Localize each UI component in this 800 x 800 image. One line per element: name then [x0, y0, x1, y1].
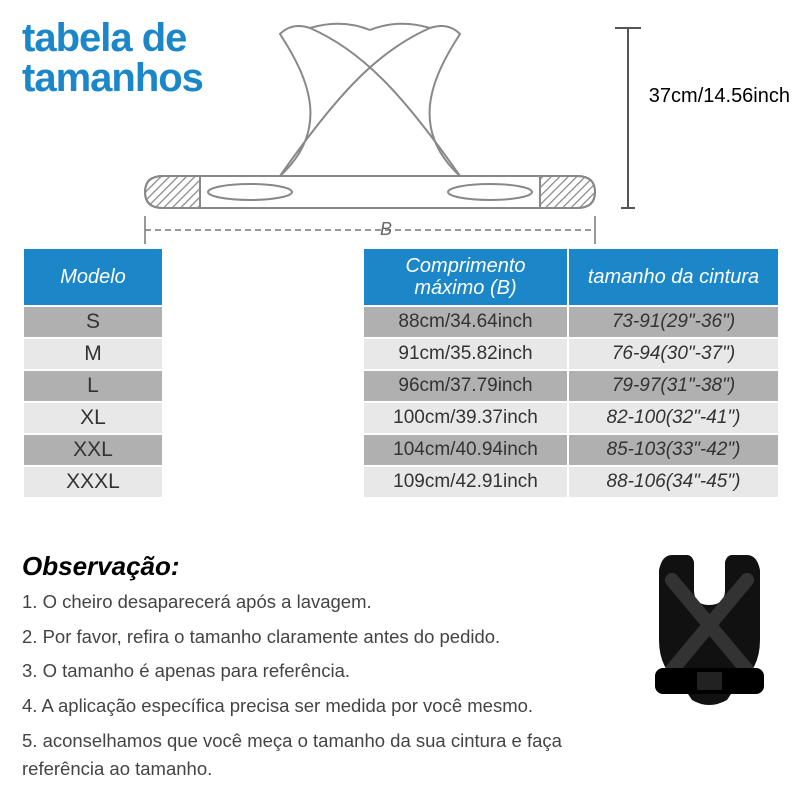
col-header-model: Modelo	[23, 248, 163, 306]
observation-item: 1. O cheiro desaparecerá após a lavagem.	[22, 588, 642, 617]
col-header-length: Comprimento máximo (B)	[363, 248, 568, 306]
schematic-diagram	[130, 20, 670, 240]
length-cell: 96cm/37.79inch	[363, 370, 568, 402]
length-cell: 104cm/40.94inch	[363, 434, 568, 466]
length-cell: 100cm/39.37inch	[363, 402, 568, 434]
observation-item: 2. Por favor, refira o tamanho clarament…	[22, 623, 642, 652]
waist-cell: 79-97(31"-38")	[568, 370, 779, 402]
waist-cell: 82-100(32"-41")	[568, 402, 779, 434]
table-row: S 88cm/34.64inch73-91(29"-36")	[23, 306, 779, 338]
observation-list: 1. O cheiro desaparecerá após a lavagem.…	[22, 588, 642, 790]
observation-item: 4. A aplicação específica precisa ser me…	[22, 692, 642, 721]
table-row: XXXL 109cm/42.91inch88-106(34"-45")	[23, 466, 779, 498]
product-image	[637, 550, 782, 710]
col-header-gap	[163, 248, 363, 306]
observation-item: 3. O tamanho é apenas para referência.	[22, 657, 642, 686]
col-header-waist: tamanho da cintura	[568, 248, 779, 306]
gap-cell	[163, 466, 363, 498]
size-table-header-row: Modelo Comprimento máximo (B) tamanho da…	[23, 248, 779, 306]
table-row: L 96cm/37.79inch79-97(31"-38")	[23, 370, 779, 402]
model-cell: M	[23, 338, 163, 370]
gap-cell	[163, 434, 363, 466]
model-cell: XXXL	[23, 466, 163, 498]
table-row: M 91cm/35.82inch76-94(30"-37")	[23, 338, 779, 370]
model-cell: L	[23, 370, 163, 402]
length-cell: 91cm/35.82inch	[363, 338, 568, 370]
gap-cell	[163, 306, 363, 338]
size-table: Modelo Comprimento máximo (B) tamanho da…	[22, 247, 780, 499]
width-dimension-label: B	[380, 219, 392, 240]
observation-item: 5. aconselhamos que você meça o tamanho …	[22, 727, 642, 784]
observation-title: Observação:	[22, 551, 180, 582]
gap-cell	[163, 370, 363, 402]
length-cell: 88cm/34.64inch	[363, 306, 568, 338]
table-row: XXL 104cm/40.94inch85-103(33"-42")	[23, 434, 779, 466]
gap-cell	[163, 338, 363, 370]
model-cell: XL	[23, 402, 163, 434]
waist-cell: 76-94(30"-37")	[568, 338, 779, 370]
height-dimension-label: 37cm/14.56inch	[649, 85, 790, 108]
gap-cell	[163, 402, 363, 434]
table-row: XL 100cm/39.37inch82-100(32"-41")	[23, 402, 779, 434]
waist-cell: 88-106(34"-45")	[568, 466, 779, 498]
length-cell: 109cm/42.91inch	[363, 466, 568, 498]
waist-cell: 85-103(33"-42")	[568, 434, 779, 466]
model-cell: XXL	[23, 434, 163, 466]
model-cell: S	[23, 306, 163, 338]
waist-cell: 73-91(29"-36")	[568, 306, 779, 338]
